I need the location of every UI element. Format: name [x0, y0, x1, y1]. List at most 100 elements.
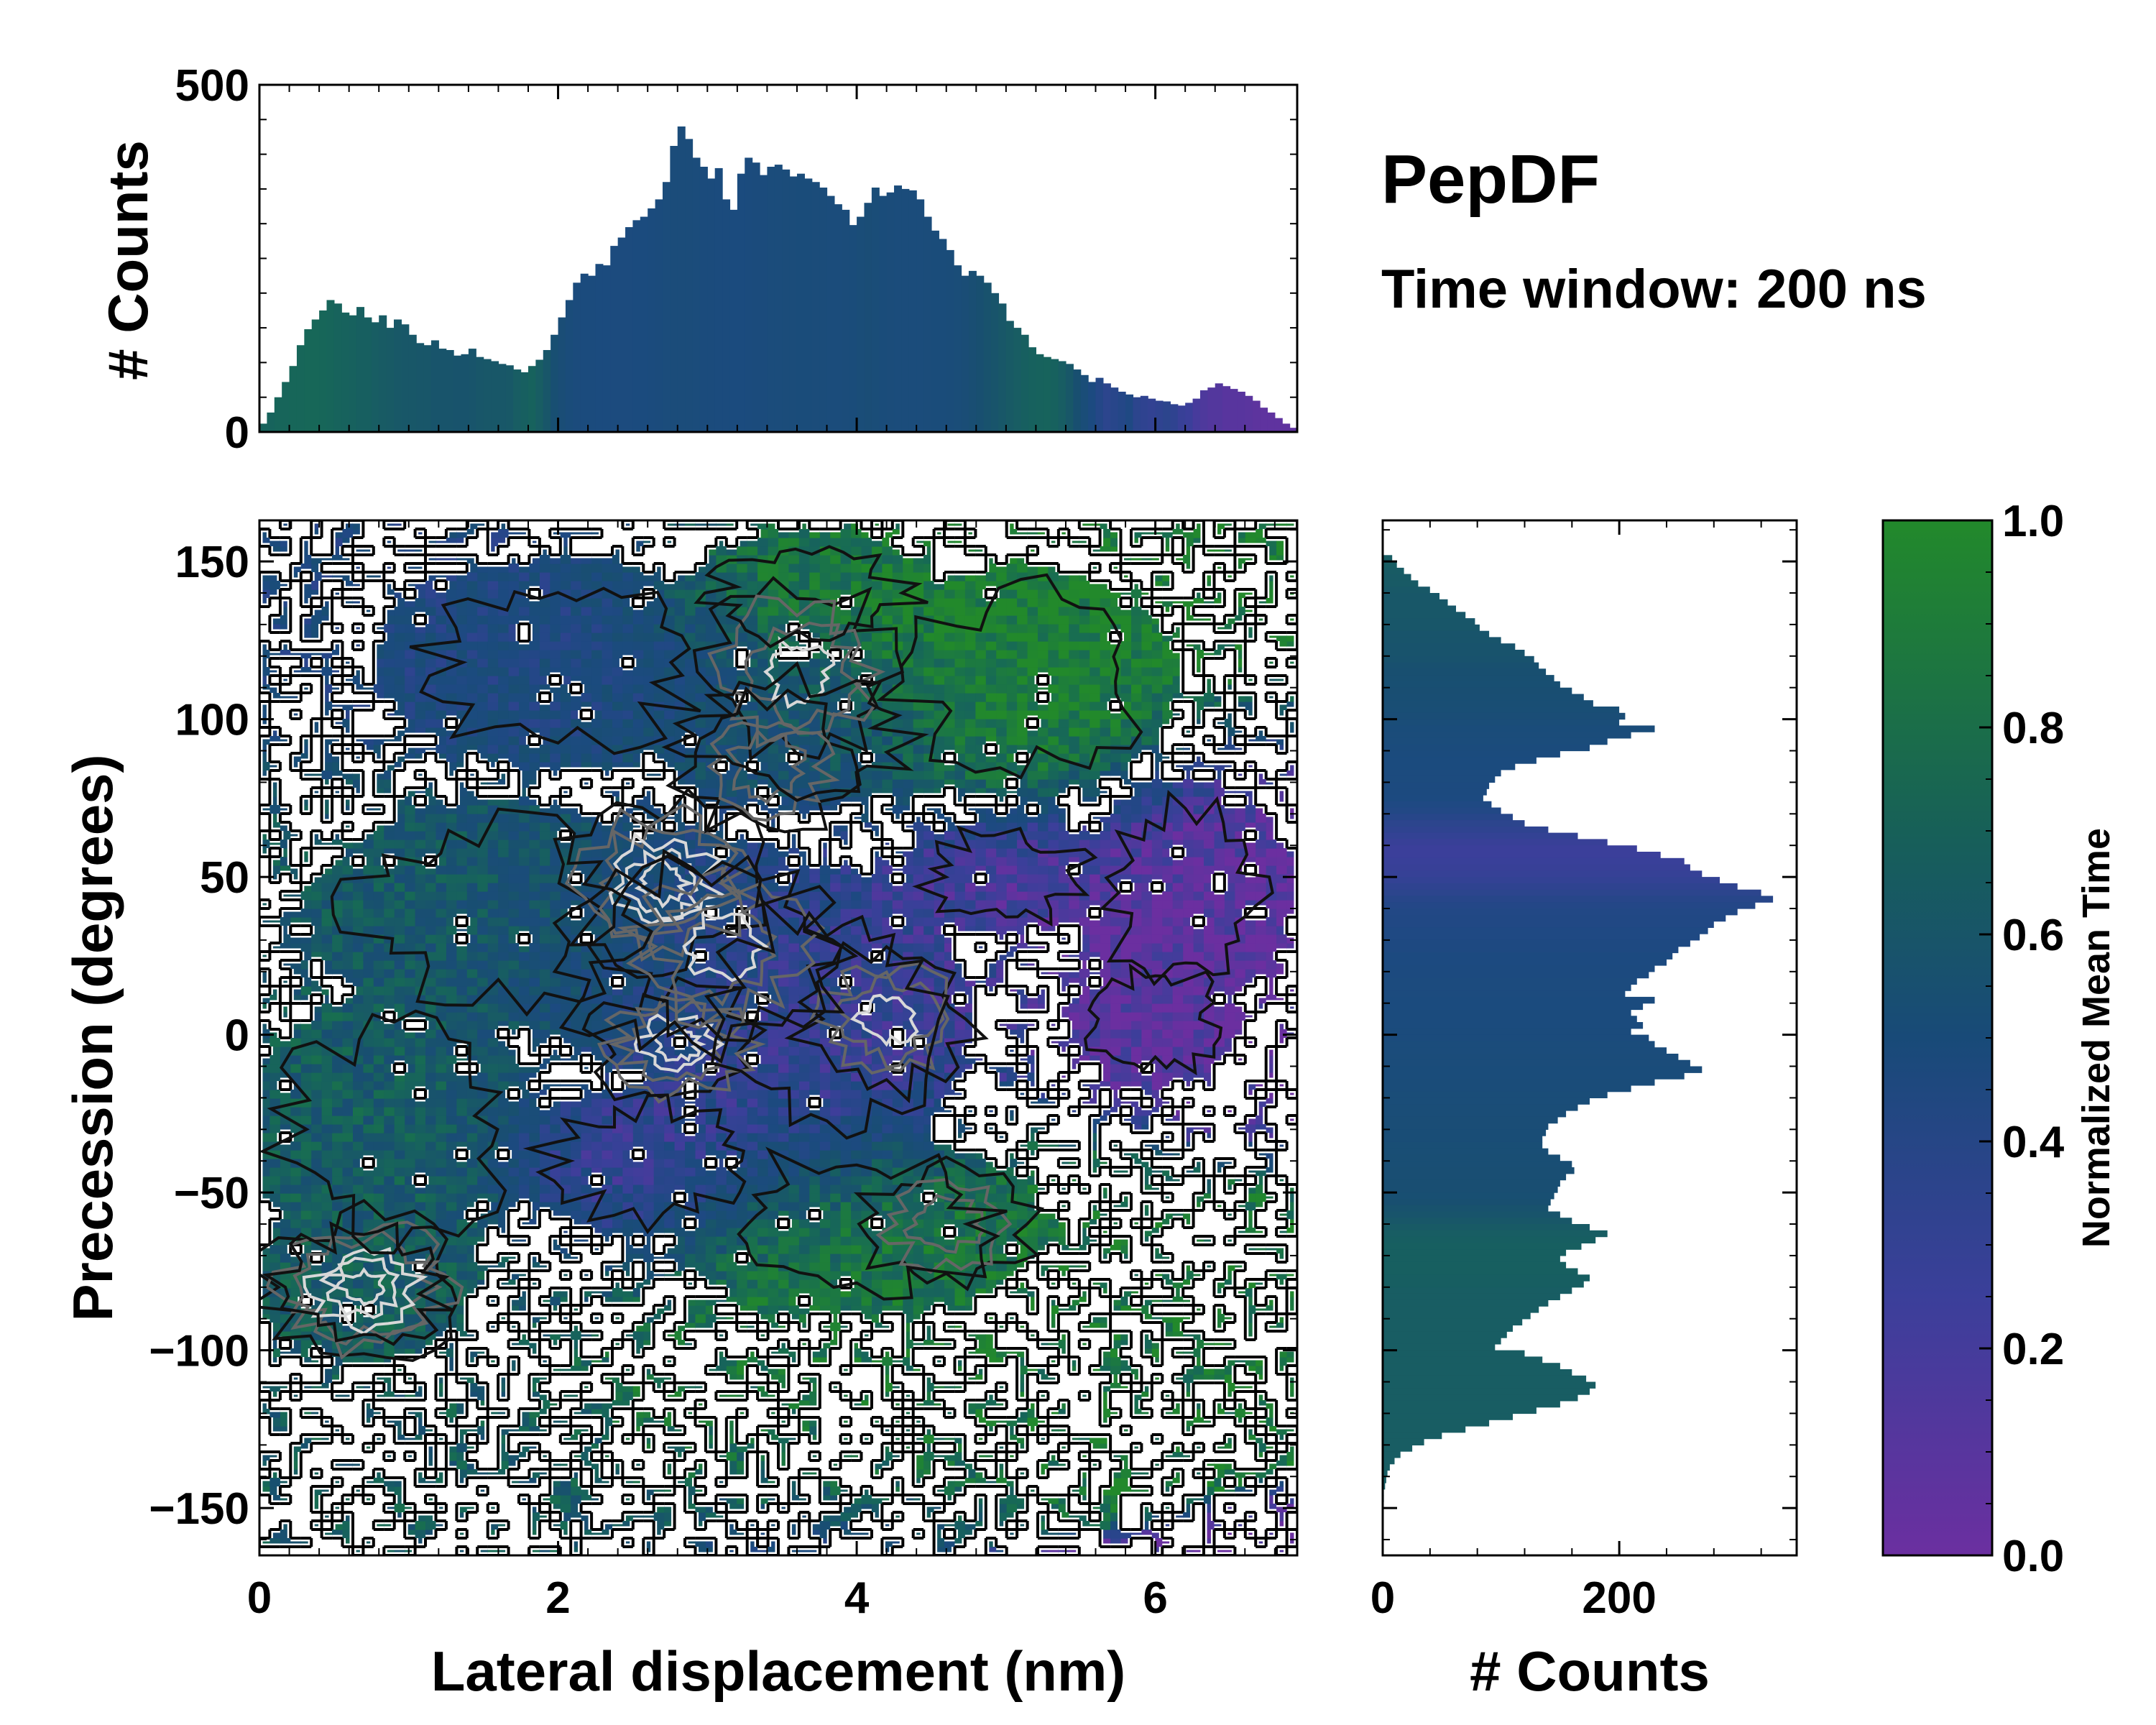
heatmap-cell [508, 693, 520, 702]
heatmap-cell [353, 952, 364, 961]
heatmap-cell [529, 762, 540, 771]
heatmap-cell [622, 986, 634, 995]
heatmap-cell [487, 624, 499, 633]
heatmap-cell [436, 1046, 447, 1056]
heatmap-cell [384, 908, 395, 918]
heatmap-cell [737, 753, 748, 763]
heatmap-cell [768, 1124, 779, 1133]
heatmap-cell [798, 1219, 810, 1228]
heatmap-cell [270, 1167, 281, 1177]
heatmap-cell [384, 1305, 395, 1315]
top-histogram-bar [1267, 412, 1276, 432]
heatmap-cell [363, 1116, 374, 1125]
top-histogram-bar [595, 264, 604, 432]
heatmap-cell [539, 1116, 550, 1125]
heatmap-cell [487, 589, 499, 599]
heatmap-cell [332, 943, 344, 952]
heatmap-cell [280, 1193, 291, 1202]
heatmap-cell [394, 926, 405, 935]
heatmap-cell [612, 995, 623, 1004]
heatmap-cell [332, 934, 344, 944]
heatmap-cell [705, 1314, 717, 1323]
heatmap-cell [550, 581, 561, 590]
heatmap-cell [653, 1141, 665, 1151]
heatmap-cell [394, 865, 405, 875]
heatmap-cell [778, 1133, 789, 1142]
heatmap-cell [436, 900, 447, 909]
top-histogram-bar [991, 293, 1000, 432]
heatmap-cell [560, 702, 571, 711]
heatmap-cell [788, 1150, 800, 1159]
heatmap-cell [425, 1193, 436, 1202]
heatmap-cell [508, 564, 520, 573]
top-histogram-bar [901, 188, 910, 432]
heatmap-cell [519, 1133, 530, 1142]
heatmap-cell [768, 607, 779, 616]
heatmap-cell [768, 546, 779, 556]
heatmap-cell [550, 1124, 561, 1133]
heatmap-cell [466, 900, 478, 909]
top-histogram-bar [259, 423, 267, 432]
heatmap-cell [612, 1176, 623, 1185]
top-histogram-bar [699, 166, 708, 432]
heatmap-cell [778, 978, 789, 987]
heatmap-cell [778, 1297, 789, 1306]
heatmap-cell [477, 1046, 489, 1056]
heatmap-cell [581, 632, 592, 642]
heatmap-cell [436, 1038, 447, 1047]
top-histogram-bar [707, 178, 716, 432]
heatmap-cell [487, 995, 499, 1004]
heatmap-cell [737, 736, 748, 745]
heatmap-cell [384, 978, 395, 987]
top-histogram-ylabel: # Counts [96, 140, 160, 380]
heatmap-cell [405, 831, 416, 840]
heatmap-cell [798, 1176, 810, 1185]
heatmap-cell [342, 917, 354, 926]
heatmap-cell [477, 926, 489, 935]
heatmap-cell [415, 874, 426, 883]
heatmap-cell [726, 572, 737, 581]
heatmap-cell [332, 1038, 344, 1047]
heatmap-cell [280, 1184, 291, 1194]
heatmap-cell [581, 1133, 592, 1142]
heatmap-cell [498, 1167, 510, 1177]
heatmap-cell [726, 1176, 737, 1185]
heatmap-cell [591, 607, 603, 616]
heatmap-cell [685, 658, 696, 668]
heatmap-cell [737, 952, 748, 961]
heatmap-cell [539, 581, 550, 590]
heatmap-cell [477, 1038, 489, 1047]
heatmap-cell [342, 1133, 354, 1142]
heatmap-cell [581, 658, 592, 668]
heatmap-cell [768, 1090, 779, 1099]
heatmap-cell [519, 702, 530, 711]
heatmap-cell [311, 883, 323, 892]
heatmap-cell [674, 589, 686, 599]
heatmap-cell [342, 943, 354, 952]
heatmap-cell [798, 1124, 810, 1133]
heatmap-cell [560, 615, 571, 625]
heatmap-cell [446, 632, 457, 642]
heatmap-cell [622, 1176, 634, 1185]
heatmap-cell [394, 1029, 405, 1039]
heatmap-cell [508, 969, 520, 978]
heatmap-cell [539, 1003, 550, 1013]
heatmap-cell [394, 607, 405, 616]
top-histogram-bars [259, 126, 1298, 433]
heatmap-cell [768, 753, 779, 763]
heatmap-cell [768, 1055, 779, 1064]
heatmap-cell [539, 883, 550, 892]
top-histogram-bar [289, 366, 298, 432]
heatmap-cell [685, 1167, 696, 1177]
heatmap-cell [342, 1150, 354, 1159]
heatmap-cell [311, 1133, 323, 1142]
heatmap-cell [519, 995, 530, 1004]
heatmap-cell [394, 1133, 405, 1142]
heatmap-cell [270, 1193, 281, 1202]
top-histogram-bar [1058, 361, 1067, 432]
heatmap-cell [643, 693, 655, 702]
heatmap-cell [394, 693, 405, 702]
heatmap-cell [321, 874, 333, 883]
heatmap-cell [571, 719, 582, 728]
heatmap-cell [436, 1314, 447, 1323]
